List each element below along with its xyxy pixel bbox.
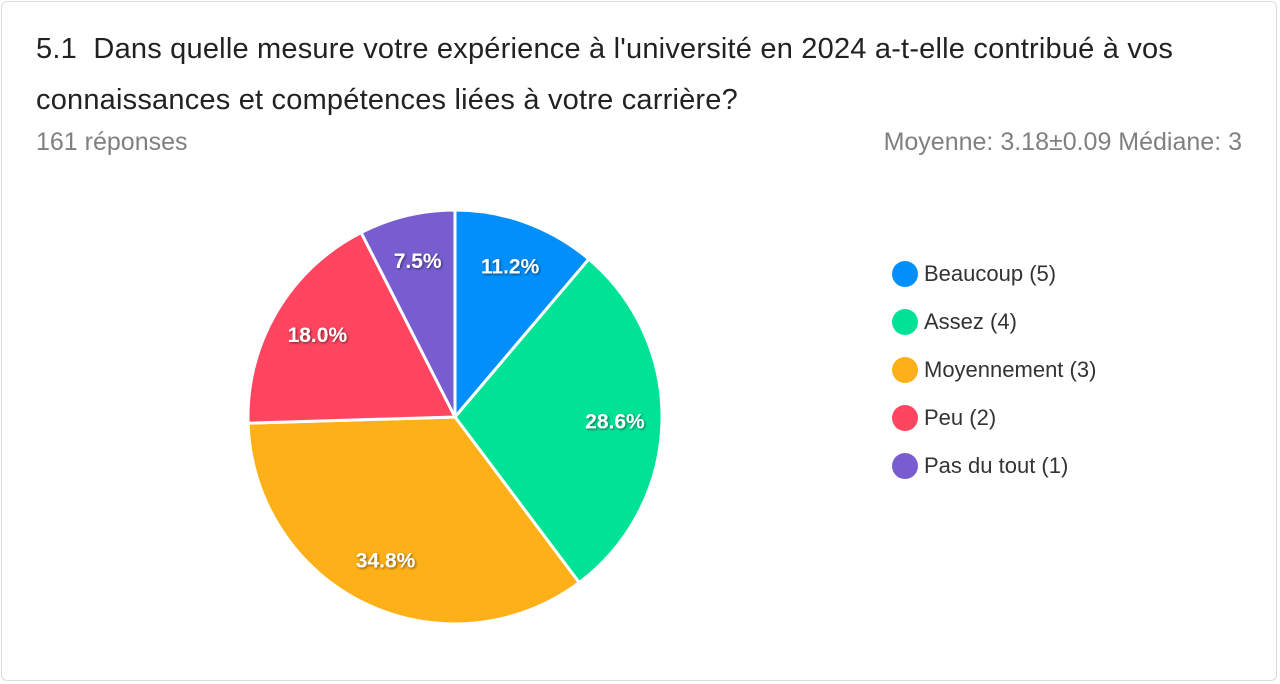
pie-slice bbox=[246, 231, 457, 425]
pie-slice bbox=[246, 415, 581, 626]
legend-item[interactable]: Peu (2) bbox=[892, 394, 1096, 442]
pie-slice-label: 34.8% bbox=[356, 550, 416, 573]
legend-item[interactable]: Beaucoup (5) bbox=[892, 250, 1096, 298]
pie-slice bbox=[359, 208, 457, 419]
legend-item[interactable]: Pas du tout (1) bbox=[892, 442, 1096, 490]
pie-slice-label: 18.0% bbox=[288, 324, 348, 347]
pie-slice-label: 7.5% bbox=[394, 250, 442, 273]
pie-slice-label: 11.2% bbox=[481, 255, 540, 278]
question-title: 5.1 Dans quelle mesure votre expérience … bbox=[36, 33, 1182, 116]
legend-item[interactable]: Assez (4) bbox=[892, 298, 1096, 346]
pie-slices bbox=[246, 208, 664, 626]
pie-slice-labels: 11.2% 28.6% 34.8% 18.0% 7.5% bbox=[288, 250, 645, 573]
legend-label: Peu (2) bbox=[924, 405, 997, 430]
pie-chart: 11.2% 28.6% 34.8% 18.0% 7.5% bbox=[246, 208, 664, 626]
legend-label: Assez (4) bbox=[924, 309, 1017, 334]
chart-legend: Beaucoup (5) Assez (4) Moyennement (3) Peu … bbox=[892, 250, 1096, 490]
legend-swatch bbox=[892, 453, 918, 479]
legend-label: Beaucoup (5) bbox=[924, 261, 1057, 286]
pie-slice-label: 28.6% bbox=[585, 410, 645, 433]
pie-slice bbox=[453, 257, 664, 585]
legend-label: Moyennement (3) bbox=[924, 357, 1097, 382]
pie-slice bbox=[453, 208, 591, 419]
legend-label: Pas du tout (1) bbox=[924, 453, 1069, 478]
legend-swatch bbox=[892, 357, 918, 383]
legend-swatch bbox=[892, 405, 918, 431]
legend-swatch bbox=[892, 309, 918, 335]
response-count: 161 réponses bbox=[36, 128, 188, 156]
summary-stats: Moyenne: 3.18±0.09 Médiane: 3 bbox=[883, 128, 1242, 156]
legend-item[interactable]: Moyennement (3) bbox=[892, 346, 1096, 394]
legend-swatch bbox=[892, 261, 918, 287]
